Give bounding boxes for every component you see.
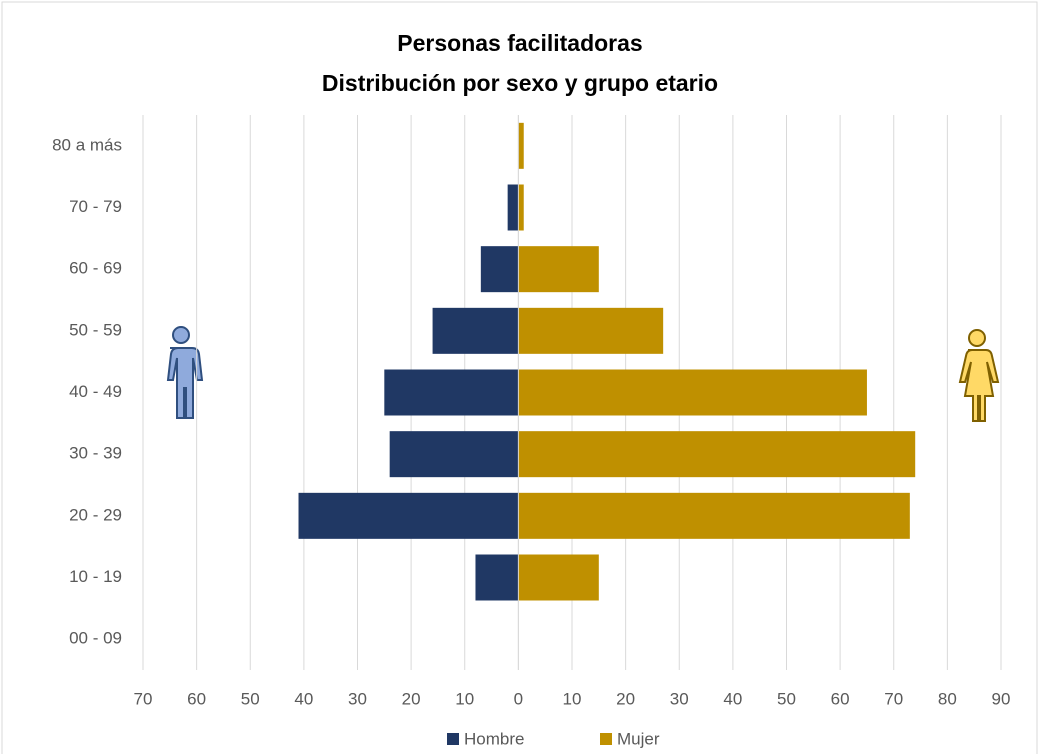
male-icon bbox=[166, 326, 204, 419]
x-tick-label: 40 bbox=[723, 689, 742, 708]
bar bbox=[518, 492, 910, 539]
bar bbox=[518, 122, 524, 169]
y-tick-label: 60 - 69 bbox=[69, 259, 122, 278]
x-tick-label: 30 bbox=[670, 689, 689, 708]
x-tick-label: 70 bbox=[884, 689, 903, 708]
legend-label: Hombre bbox=[464, 729, 524, 748]
bar bbox=[518, 184, 524, 231]
y-tick-label: 70 - 79 bbox=[69, 197, 122, 216]
x-tick-label: 20 bbox=[402, 689, 421, 708]
bar bbox=[518, 554, 599, 601]
bar bbox=[518, 246, 599, 293]
bar bbox=[298, 492, 519, 539]
x-tick-label: 60 bbox=[187, 689, 206, 708]
x-tick-label: 40 bbox=[294, 689, 313, 708]
bar bbox=[480, 246, 519, 293]
bar bbox=[475, 554, 519, 601]
y-tick-label: 20 - 29 bbox=[69, 505, 122, 524]
x-tick-label: 80 bbox=[938, 689, 957, 708]
chart-subtitle: Distribución por sexo y grupo etario bbox=[322, 70, 718, 96]
x-tick-label: 20 bbox=[616, 689, 635, 708]
x-tick-label: 50 bbox=[777, 689, 796, 708]
x-tick-label: 30 bbox=[348, 689, 367, 708]
y-tick-label: 50 - 59 bbox=[69, 320, 122, 339]
y-tick-label: 10 - 19 bbox=[69, 567, 122, 586]
bar bbox=[432, 307, 519, 354]
y-tick-label: 30 - 39 bbox=[69, 444, 122, 463]
x-tick-label: 60 bbox=[831, 689, 850, 708]
female-icon bbox=[958, 329, 1000, 422]
legend-swatch bbox=[447, 733, 459, 745]
legend-label: Mujer bbox=[617, 729, 660, 748]
y-tick-label: 80 a más bbox=[52, 135, 122, 154]
x-tick-label: 10 bbox=[455, 689, 474, 708]
x-tick-label: 0 bbox=[514, 689, 523, 708]
x-tick-label: 50 bbox=[241, 689, 260, 708]
x-tick-label: 70 bbox=[134, 689, 153, 708]
bar bbox=[507, 184, 519, 231]
y-tick-label: 40 - 49 bbox=[69, 382, 122, 401]
bar bbox=[389, 431, 519, 478]
y-tick-label: 00 - 09 bbox=[69, 629, 122, 648]
legend-swatch bbox=[600, 733, 612, 745]
x-tick-label: 10 bbox=[563, 689, 582, 708]
bar bbox=[384, 369, 519, 416]
x-tick-label: 90 bbox=[992, 689, 1011, 708]
bar bbox=[518, 431, 916, 478]
bar bbox=[518, 307, 664, 354]
bar bbox=[518, 369, 867, 416]
chart-title: Personas facilitadoras bbox=[397, 30, 642, 56]
